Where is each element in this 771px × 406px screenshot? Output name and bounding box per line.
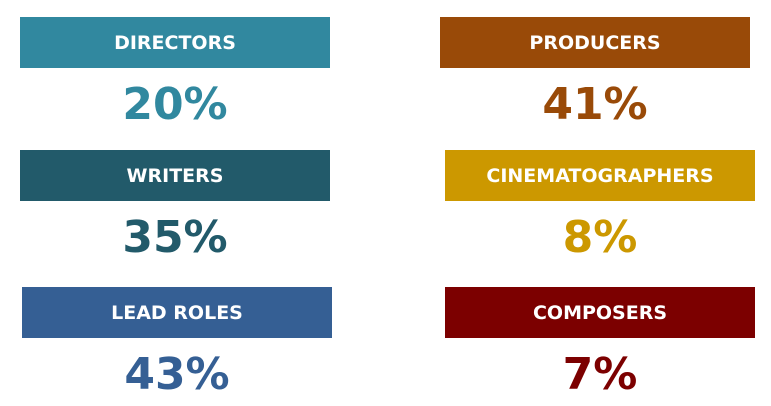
category-label: COMPOSERS xyxy=(445,287,755,338)
percentage: 8% xyxy=(562,212,638,263)
percentage: 41% xyxy=(542,79,648,130)
percentage: 7% xyxy=(562,349,638,400)
percentage: 35% xyxy=(122,212,228,263)
percentage: 20% xyxy=(122,79,228,130)
category-label: CINEMATOGRAPHERS xyxy=(445,150,755,201)
category-label: DIRECTORS xyxy=(20,17,330,68)
category-label: PRODUCERS xyxy=(440,17,750,68)
category-label: LEAD ROLES xyxy=(22,287,332,338)
category-label: WRITERS xyxy=(20,150,330,201)
percentage: 43% xyxy=(124,349,230,400)
